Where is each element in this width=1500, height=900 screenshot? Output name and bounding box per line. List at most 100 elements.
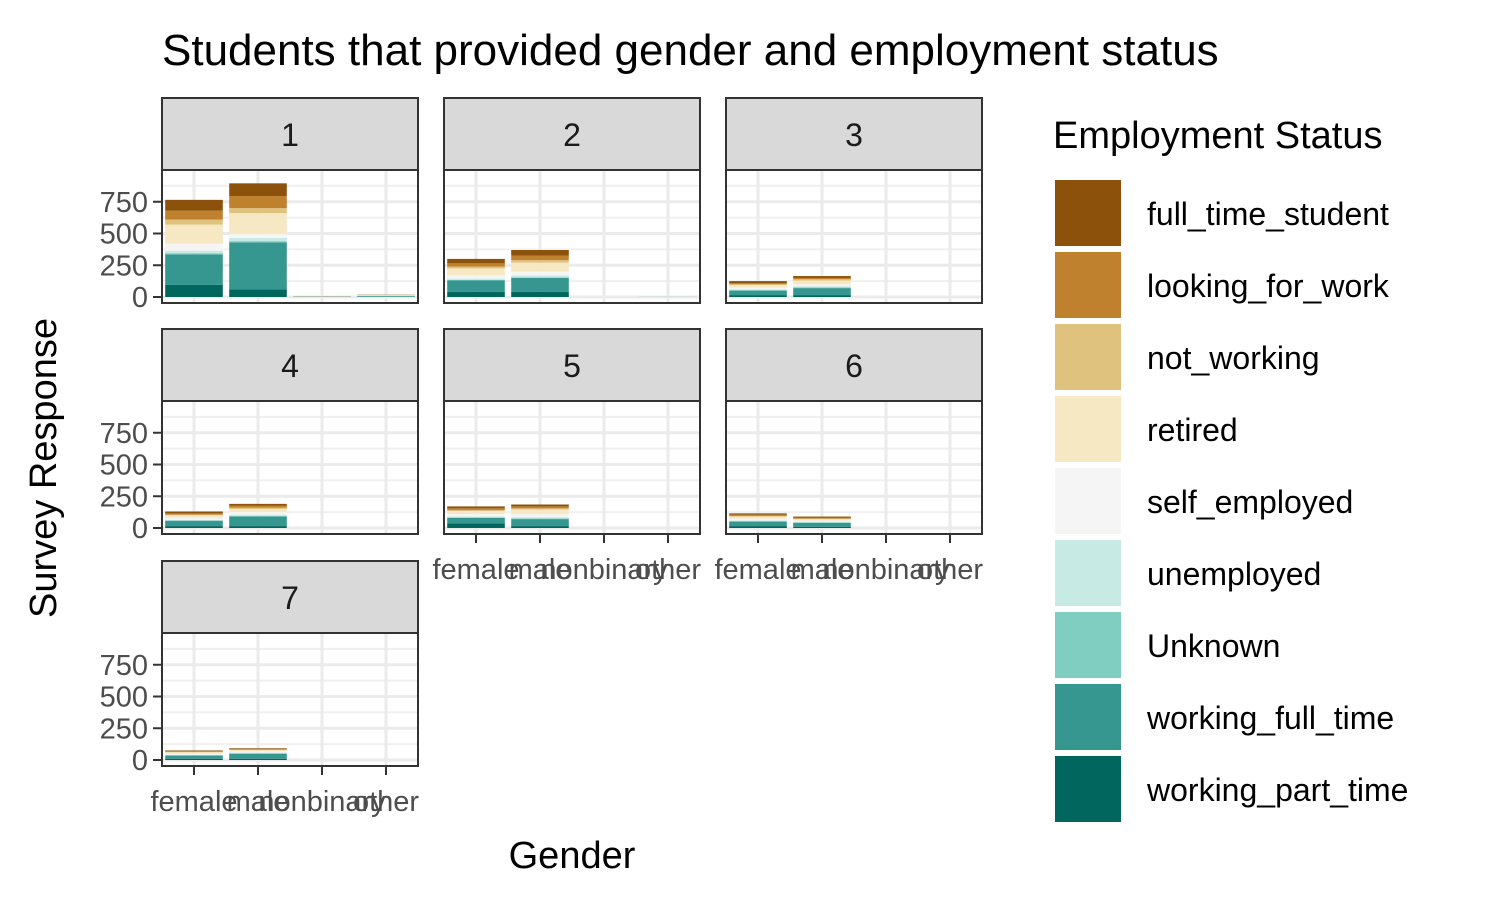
bar-segment-unemployed [447,516,505,518]
bar-segment-not_working [729,515,787,517]
bar-segment-working_full_time [165,755,223,759]
bar-segment-retired [729,516,787,519]
legend-label: full_time_student [1147,196,1389,232]
bar-segment-looking_for_work [165,210,223,220]
facet-strip [161,97,419,171]
bar-segment-working_part_time [229,526,287,528]
facet-panel-3: 3 [725,97,983,304]
bar-segment-looking_for_work [229,505,287,508]
bar-segment-Unknown [165,520,223,522]
bar-segment-self_employed [165,243,223,251]
bar-segment-unemployed [447,278,505,280]
bar-segment-self_employed [793,520,851,522]
bar-segment-looking_for_work [165,751,223,752]
legend-key-Unknown [1055,612,1121,678]
x-tick-label: female [714,554,801,586]
bar-segment-retired [229,213,287,235]
bar-segment-full_time_student [729,281,787,284]
bar-segment-unemployed [511,517,569,519]
bar-segment-unemployed [793,286,851,288]
facet-strip [725,97,983,171]
legend-label: looking_for_work [1147,268,1390,304]
facet-strip-label: 1 [281,117,299,153]
bar-segment-full_time_student [511,504,569,507]
y-tick-label: 750 [100,187,148,219]
bar-segment-working_part_time [447,523,505,528]
legend-label: self_employed [1147,484,1353,520]
bar-segment-looking_for_work [729,283,787,285]
bar-segment-looking_for_work [165,513,223,515]
bar-segment-working_full_time [729,521,787,527]
x-tick-label: nonbinary [258,786,386,818]
bar-segment-not_working [229,208,287,214]
bar-segment-working_full_time [511,277,569,292]
bar-segment-unemployed [229,514,287,516]
bar-segment-not_working [447,510,505,511]
bar-segment-retired [729,284,787,288]
panel-border [443,400,701,535]
panel-border [443,169,701,304]
bar-segment-working_full_time [793,288,851,296]
bar-segment-not_working [793,279,851,281]
bar-segment-self_employed [729,287,787,290]
legend-label: Unknown [1147,628,1280,664]
panel-border [725,400,983,535]
bar-segment-full_time_student [793,276,851,278]
bar-segment-looking_for_work [447,508,505,511]
bar-segment-working_part_time [729,295,787,297]
legend-key-working_part_time [1055,756,1121,822]
legend-key-unemployed [1055,540,1121,606]
bar-segment-self_employed [229,234,287,238]
bar-segment-working_part_time [729,526,787,528]
x-tick-label: male [791,554,854,586]
panel-border [161,632,419,767]
bar-segment-Unknown [793,522,851,523]
bar-segment-not_working [729,284,787,285]
bar-segment-retired [511,509,569,515]
bar-segment-working_part_time [165,526,223,528]
bar-segment-not_working [165,219,223,225]
bar-segment-full_time_student [229,183,287,197]
bar-segment-self_employed [793,284,851,287]
bar-segment-looking_for_work [229,749,287,750]
bar-segment-Unknown [729,290,787,291]
y-axis-label: Survey Response [23,318,65,618]
bar-segment-retired [447,510,505,515]
bar-segment-working_part_time [793,295,851,297]
bar-segment-not_working [447,266,505,269]
x-tick-label: other [353,786,419,818]
x-tick-label: other [917,554,983,586]
x-tick-label: male [509,554,572,586]
bar-segment-working_full_time [729,290,787,296]
bar-segment-unemployed [729,289,787,291]
panel-border [725,169,983,304]
bar-segment-self_employed [511,514,569,518]
bar-segment-self_employed [447,275,505,279]
bar-segment-full_time_student [229,503,287,506]
bar-segment-looking_for_work [447,263,505,267]
legend: Employment Status full_time_studentlooki… [1053,115,1408,822]
bar-segment-working_part_time [165,758,223,760]
bar-segment-self_employed [229,751,287,753]
y-tick-label: 0 [132,745,148,777]
bar-segment-working_full_time [165,521,223,527]
bar-segment-unemployed [729,520,787,522]
bar-segment-self_employed [729,518,787,521]
legend-label: unemployed [1147,556,1321,592]
bar-segment-looking_for_work [793,277,851,280]
bar-segment-full_time_student [447,506,505,509]
bar-segment-working_part_time [447,291,505,297]
bar-segment-looking_for_work [229,196,287,209]
bar-segment-Unknown [447,279,505,281]
bar-segment-working_part_time [229,289,287,297]
bar-segment-working_full_time [511,519,569,527]
bar-segment-retired [165,752,223,754]
bar-segment-self_employed [165,753,223,755]
y-tick-label: 750 [100,650,148,682]
panel-border [161,169,419,304]
panel-border [161,400,419,535]
